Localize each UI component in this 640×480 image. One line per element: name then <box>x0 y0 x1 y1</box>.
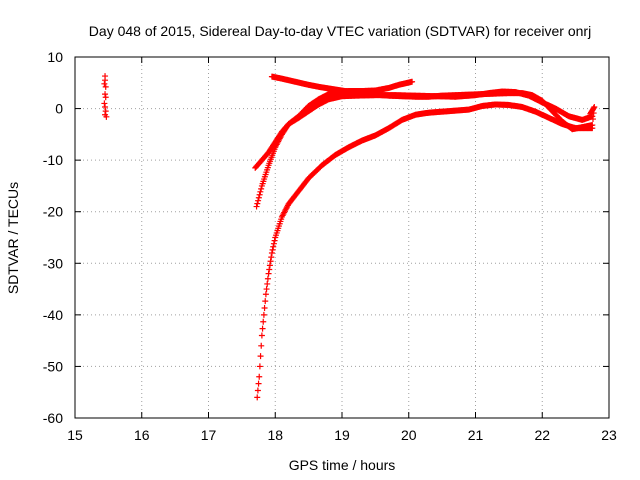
data-point <box>270 240 277 247</box>
x-tick-label: 21 <box>468 427 484 443</box>
data-point <box>268 254 275 261</box>
x-tick-label: 15 <box>67 427 83 443</box>
data-point <box>257 353 264 360</box>
data-point <box>254 394 261 401</box>
data-point <box>258 332 265 339</box>
y-tick-label: -20 <box>43 204 63 220</box>
x-tick-label: 23 <box>601 427 617 443</box>
y-tick-label: -30 <box>43 255 63 271</box>
data-point <box>101 100 108 107</box>
data-point <box>266 262 273 269</box>
data-point <box>262 291 269 298</box>
data-point <box>103 113 110 120</box>
data-point <box>254 200 261 207</box>
data-point <box>254 387 261 394</box>
data-point <box>266 266 273 273</box>
data-point <box>268 249 275 256</box>
data-point <box>102 108 109 115</box>
y-tick-label: -50 <box>43 358 63 374</box>
data-point <box>256 363 263 370</box>
data-point <box>262 298 269 305</box>
x-tick-label: 22 <box>534 427 550 443</box>
data-point <box>255 194 262 201</box>
data-point <box>259 325 266 332</box>
data-point <box>409 78 416 85</box>
data-point <box>102 94 109 101</box>
data-point <box>260 318 267 325</box>
x-tick-label: 17 <box>201 427 217 443</box>
data-point <box>102 104 109 111</box>
y-tick-label: 0 <box>55 101 63 117</box>
y-tick-label: -60 <box>43 410 63 426</box>
grid <box>75 57 609 418</box>
series-arc-low <box>254 101 596 401</box>
data-point <box>257 188 264 195</box>
axis-ticks: 15 16 17 18 19 20 21 22 23 10 0 -10 -20 -30 -40 -50 -60 <box>43 49 617 443</box>
data-point <box>267 258 274 265</box>
data-point <box>260 311 267 318</box>
data-point <box>258 185 265 192</box>
data-series <box>101 73 598 401</box>
data-point <box>589 122 596 129</box>
data-point <box>587 110 594 117</box>
series-arc-top <box>268 73 598 133</box>
data-point <box>263 286 270 293</box>
chart-title: Day 048 of 2015, Sidereal Day-to-day VTE… <box>89 23 591 39</box>
x-tick-label: 19 <box>334 427 350 443</box>
y-axis-label: SDTVAR / TECUs <box>5 182 21 294</box>
series-arc-mid <box>253 88 596 210</box>
y-tick-label: -40 <box>43 307 63 323</box>
y-tick-label: -10 <box>43 152 63 168</box>
data-point <box>264 280 271 287</box>
data-point <box>255 197 262 204</box>
data-point <box>256 373 263 380</box>
data-point <box>253 203 260 210</box>
data-point <box>258 342 265 349</box>
data-point <box>256 191 263 198</box>
data-point <box>101 80 108 87</box>
data-point <box>271 237 278 244</box>
data-point <box>255 380 262 387</box>
data-point <box>264 275 271 282</box>
x-tick-label: 20 <box>401 427 417 443</box>
data-point <box>102 83 109 90</box>
data-point <box>269 246 276 253</box>
x-tick-label: 18 <box>267 427 283 443</box>
y-tick-label: 10 <box>47 49 63 65</box>
data-point <box>270 243 277 250</box>
x-axis-label: GPS time / hours <box>289 457 396 473</box>
data-point <box>587 109 594 116</box>
data-point <box>102 77 109 84</box>
x-tick-label: 16 <box>134 427 150 443</box>
data-point <box>265 270 272 277</box>
data-point <box>589 116 596 123</box>
series-cluster-15.45 <box>101 73 110 120</box>
data-point <box>261 304 268 311</box>
data-point <box>102 91 109 98</box>
